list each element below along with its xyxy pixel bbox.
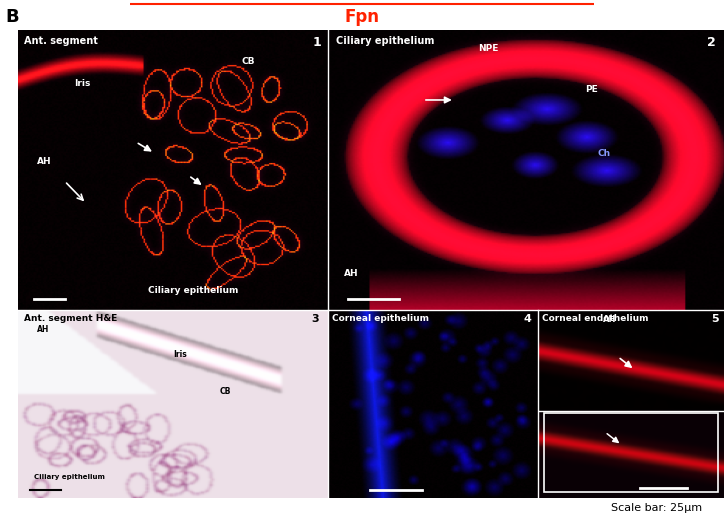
Text: PE: PE xyxy=(586,84,598,94)
Text: Ciliary epithelium: Ciliary epithelium xyxy=(336,36,434,46)
Text: 1: 1 xyxy=(313,36,321,49)
Text: AH: AH xyxy=(37,157,51,166)
Bar xyxy=(544,413,718,492)
Text: CB: CB xyxy=(219,387,231,396)
Text: Ch: Ch xyxy=(597,149,610,158)
Text: Ciliary epithelium: Ciliary epithelium xyxy=(33,474,104,480)
Text: Ant. segment: Ant. segment xyxy=(25,36,98,46)
Text: NPE: NPE xyxy=(479,44,499,53)
Text: Iris: Iris xyxy=(173,350,187,359)
Text: Ant. segment H&E: Ant. segment H&E xyxy=(25,313,117,323)
Text: 4: 4 xyxy=(523,313,531,324)
Text: 5: 5 xyxy=(711,313,718,324)
Text: B: B xyxy=(6,8,20,25)
Text: Iris: Iris xyxy=(74,79,90,88)
Text: 2: 2 xyxy=(707,36,716,49)
Text: Ciliary epithelium: Ciliary epithelium xyxy=(148,286,239,295)
Text: AH: AH xyxy=(603,315,616,324)
Text: AH: AH xyxy=(37,325,49,334)
Text: 3: 3 xyxy=(311,313,319,324)
Text: Corneal endothelium: Corneal endothelium xyxy=(542,313,648,323)
Text: Scale bar: 25μm: Scale bar: 25μm xyxy=(611,503,702,513)
Text: AH: AH xyxy=(344,269,358,278)
Text: CB: CB xyxy=(241,56,255,66)
Text: Corneal epithelium: Corneal epithelium xyxy=(332,313,429,323)
Text: Fpn: Fpn xyxy=(345,8,379,25)
